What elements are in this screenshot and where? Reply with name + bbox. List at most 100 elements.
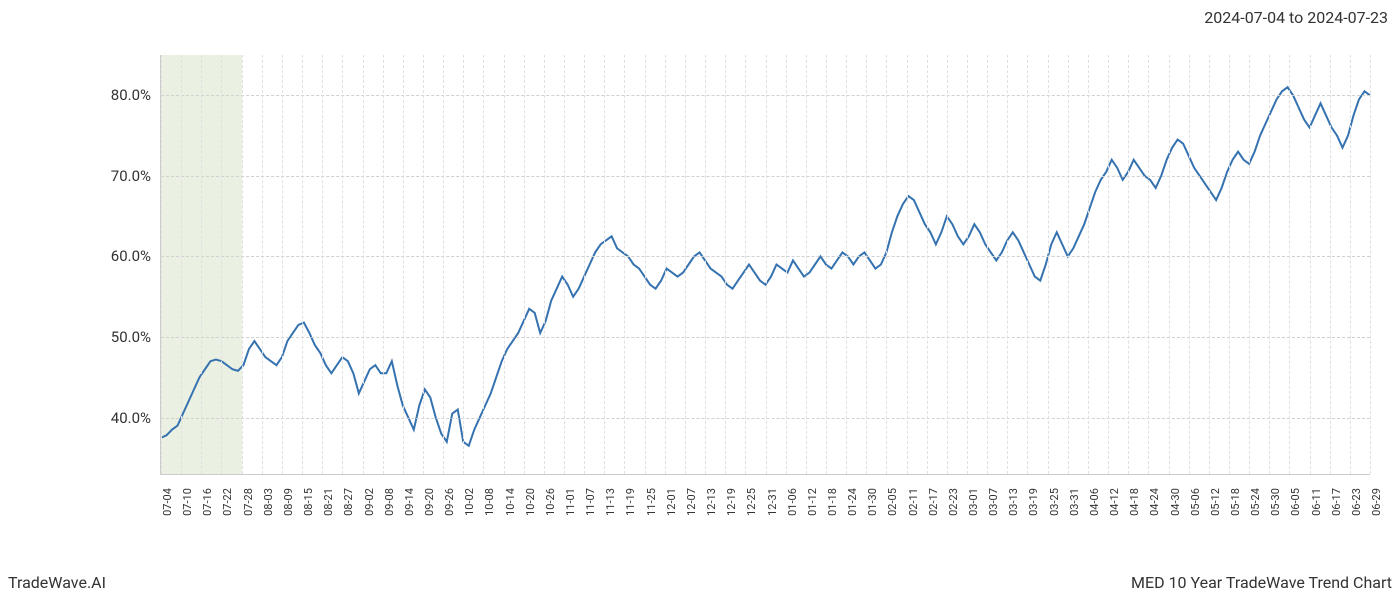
x-tick-label: 12-31 [766,488,779,516]
x-tick-label: 04-06 [1088,488,1101,516]
x-tick-label: 08-21 [322,488,335,516]
v-gridline [524,55,525,474]
v-gridline [806,55,807,474]
y-tick-label: 60.0% [111,247,151,265]
v-gridline [363,55,364,474]
x-tick-label: 11-19 [624,488,637,516]
x-tick-label: 09-20 [423,488,436,516]
v-gridline [242,55,243,474]
v-gridline [685,55,686,474]
x-tick-label: 12-25 [745,488,758,516]
x-tick-label: 04-30 [1169,488,1182,516]
v-gridline [1169,55,1170,474]
x-tick-label: 11-01 [564,488,577,516]
x-tick-label: 04-24 [1148,488,1161,516]
v-gridline [423,55,424,474]
v-gridline [201,55,202,474]
x-tick-label: 08-15 [302,488,315,516]
x-tick-label: 05-18 [1229,488,1242,516]
chart-container: 40.0%50.0%60.0%70.0%80.0%07-0407-1007-16… [80,55,1370,545]
v-gridline [262,55,263,474]
v-gridline [1068,55,1069,474]
x-tick-label: 07-28 [242,488,255,516]
x-tick-label: 09-26 [443,488,456,516]
v-gridline [1370,55,1371,474]
x-tick-label: 03-01 [967,488,980,516]
v-gridline [383,55,384,474]
x-tick-label: 02-17 [927,488,940,516]
v-gridline [1189,55,1190,474]
v-gridline [161,55,162,474]
v-gridline [1269,55,1270,474]
v-gridline [504,55,505,474]
v-gridline [927,55,928,474]
x-tick-label: 08-27 [342,488,355,516]
x-tick-label: 10-08 [483,488,496,516]
x-tick-label: 04-12 [1108,488,1121,516]
v-gridline [1128,55,1129,474]
chart-title: MED 10 Year TradeWave Trend Chart [1131,573,1392,592]
v-gridline [1310,55,1311,474]
v-gridline [564,55,565,474]
x-tick-label: 11-25 [645,488,658,516]
x-tick-label: 12-19 [725,488,738,516]
x-tick-label: 09-14 [403,488,416,516]
v-gridline [725,55,726,474]
v-gridline [886,55,887,474]
x-tick-label: 01-12 [806,488,819,516]
v-gridline [221,55,222,474]
x-tick-label: 10-02 [463,488,476,516]
x-tick-label: 10-26 [544,488,557,516]
v-gridline [544,55,545,474]
x-tick-label: 02-05 [886,488,899,516]
v-gridline [705,55,706,474]
v-gridline [463,55,464,474]
x-tick-label: 08-09 [282,488,295,516]
y-tick-label: 50.0% [111,328,151,346]
v-gridline [604,55,605,474]
v-gridline [766,55,767,474]
plot-area: 40.0%50.0%60.0%70.0%80.0%07-0407-1007-16… [160,55,1370,475]
v-gridline [181,55,182,474]
x-tick-label: 12-07 [685,488,698,516]
x-tick-label: 07-22 [221,488,234,516]
v-gridline [584,55,585,474]
x-tick-label: 05-30 [1269,488,1282,516]
v-gridline [1088,55,1089,474]
x-tick-label: 07-16 [201,488,214,516]
v-gridline [1048,55,1049,474]
v-gridline [302,55,303,474]
y-tick-label: 70.0% [111,167,151,185]
x-tick-label: 03-19 [1027,488,1040,516]
x-tick-label: 09-08 [383,488,396,516]
x-tick-label: 07-04 [161,488,174,516]
v-gridline [645,55,646,474]
v-gridline [1330,55,1331,474]
x-tick-label: 06-23 [1350,488,1363,516]
v-gridline [1289,55,1290,474]
v-gridline [1148,55,1149,474]
x-tick-label: 03-13 [1007,488,1020,516]
date-range-label: 2024-07-04 to 2024-07-23 [1204,8,1388,27]
x-tick-label: 08-03 [262,488,275,516]
x-tick-label: 03-07 [987,488,1000,516]
v-gridline [1249,55,1250,474]
v-gridline [826,55,827,474]
x-tick-label: 12-13 [705,488,718,516]
v-gridline [624,55,625,474]
x-tick-label: 03-25 [1048,488,1061,516]
v-gridline [1350,55,1351,474]
v-gridline [987,55,988,474]
v-gridline [342,55,343,474]
v-gridline [1027,55,1028,474]
x-tick-label: 10-14 [504,488,517,516]
v-gridline [483,55,484,474]
v-gridline [665,55,666,474]
x-tick-label: 01-24 [846,488,859,516]
x-tick-label: 11-07 [584,488,597,516]
v-gridline [745,55,746,474]
x-tick-label: 03-31 [1068,488,1081,516]
x-tick-label: 12-01 [665,488,678,516]
brand-label: TradeWave.AI [8,573,106,592]
x-tick-label: 06-05 [1289,488,1302,516]
